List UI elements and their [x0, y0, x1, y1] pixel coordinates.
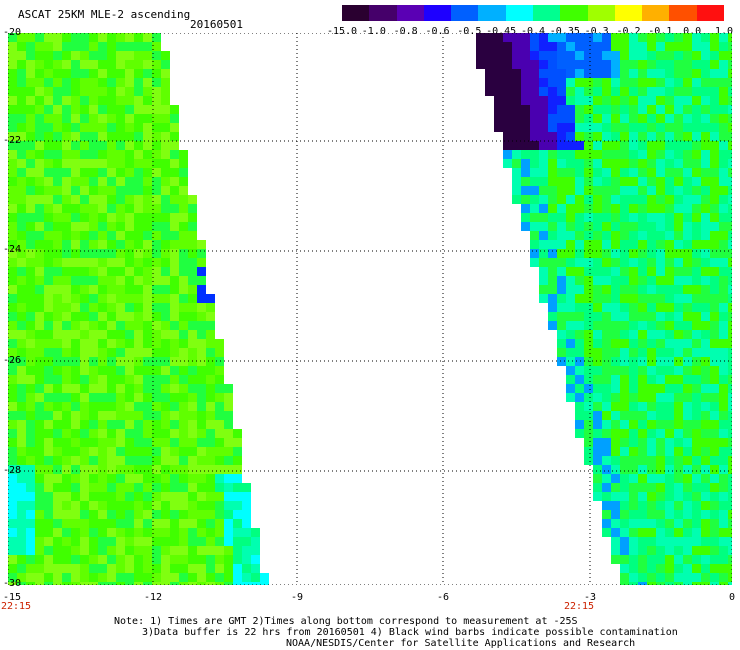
colorbar-label: -1.0: [361, 26, 386, 37]
swath-cells: [8, 33, 732, 585]
map-canvas: [8, 33, 732, 585]
colorbar-swatch: [614, 5, 643, 21]
time-label-right: 22:15: [563, 601, 595, 612]
lon-label-15: -15: [2, 592, 22, 603]
colorbar-label: -0.35: [549, 26, 580, 37]
colorbar-swatch: [478, 5, 506, 21]
time-label-left: 22:15: [0, 601, 32, 612]
lat-label-22: -22: [3, 135, 22, 146]
colorbar-swatch: [369, 5, 397, 21]
colorbar-swatch: [342, 5, 370, 21]
colorbar-swatch: [560, 5, 588, 21]
lat-label-20: -20: [3, 27, 22, 38]
lon-label-0: 0: [728, 592, 736, 603]
map-date: 20160501: [190, 18, 243, 31]
lat-label-30: -30: [3, 578, 22, 589]
colorbar-swatch: [696, 5, 724, 21]
colorbar-label: -15.0: [326, 26, 358, 37]
colorbar-label: -0.4: [520, 26, 546, 37]
lat-label-24: -24: [3, 244, 22, 255]
footnotes: Note: 1) Times are GMT 2)Times along bot…: [114, 616, 678, 649]
colorbar-label: -0.3: [584, 26, 609, 37]
colorbar-swatch: [532, 5, 561, 21]
colorbar-swatch: [642, 5, 670, 21]
colorbar-swatch: [505, 5, 533, 21]
lon-label-9: -9: [290, 592, 304, 603]
colorbar: [342, 5, 724, 21]
colorbar-swatch: [396, 5, 424, 21]
lon-label-6: -6: [436, 592, 450, 603]
lon-label-12: -12: [143, 592, 163, 603]
colorbar-swatch: [423, 5, 452, 21]
colorbar-label: -0.5: [457, 26, 482, 37]
colorbar-label: 0.0: [683, 26, 702, 37]
colorbar-label: -0.6: [425, 26, 450, 37]
map-title: ASCAT 25KM MLE-2 ascending: [18, 8, 191, 21]
colorbar-swatch: [451, 5, 479, 21]
colorbar-swatch: [587, 5, 615, 21]
lat-lon-grid: [8, 33, 732, 585]
colorbar-label: -0.8: [393, 26, 418, 37]
map-plot: [8, 33, 732, 585]
note-line-1: Note: 1) Times are GMT 2)Times along bot…: [114, 616, 578, 627]
lat-label-26: -26: [3, 355, 22, 366]
colorbar-label: -0.1: [648, 26, 673, 37]
lon-label-3: -3: [583, 592, 597, 603]
colorbar-label: -0.2: [616, 26, 641, 37]
note-line-2: 3)Data buffer is 22 hrs from 20160501 4)…: [142, 627, 678, 638]
colorbar-labels: -15.0 -1.0 -0.8 -0.6 -0.5 -0.45 -0.4 -0.35 -0.3-…: [326, 26, 734, 38]
colorbar-label: 1.0: [714, 26, 734, 37]
lat-label-28: -28: [3, 465, 22, 476]
colorbar-label: -0.45: [486, 26, 517, 37]
colorbar-swatch: [669, 5, 697, 21]
note-line-3: NOAA/NESDIS/Center for Satellite Applica…: [286, 638, 636, 649]
